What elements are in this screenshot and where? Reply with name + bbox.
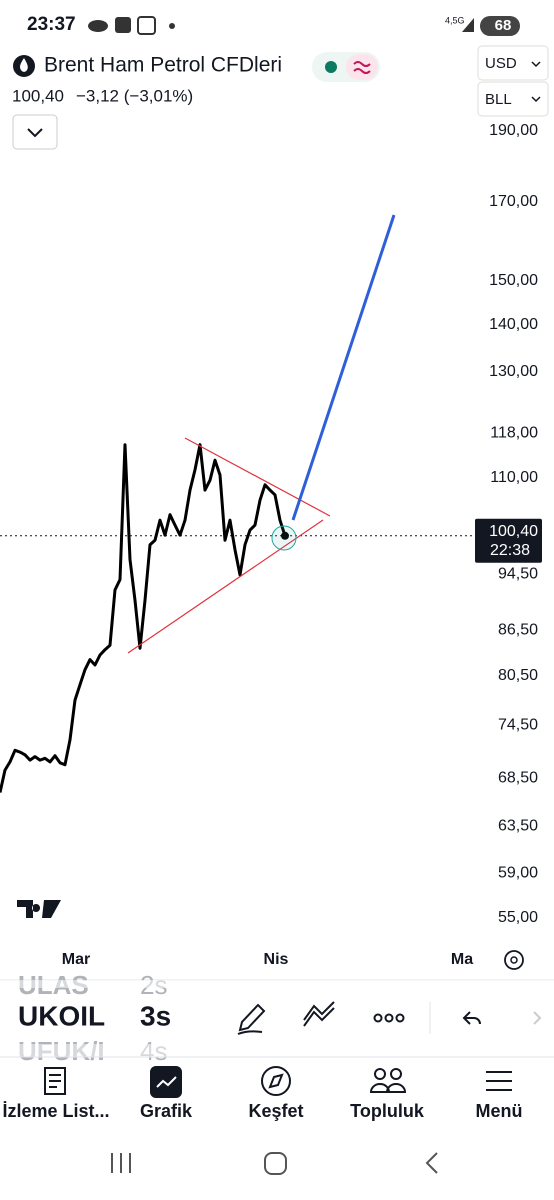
y-tick-label: 59,00 bbox=[498, 864, 538, 881]
y-tick-label: 68,50 bbox=[498, 770, 538, 787]
last-point bbox=[281, 531, 289, 540]
draw-tool[interactable] bbox=[237, 1003, 266, 1035]
fade-top bbox=[0, 980, 554, 988]
nav-chart[interactable]: Grafik bbox=[140, 1101, 193, 1121]
market-open-dot bbox=[325, 61, 337, 73]
chevron bbox=[531, 96, 541, 103]
home[interactable] bbox=[264, 1152, 287, 1175]
status-network: 4,5G bbox=[445, 15, 465, 25]
price-badge-label: 100,40 bbox=[489, 523, 538, 540]
currency-select[interactable] bbox=[477, 45, 549, 81]
delay-icon bbox=[353, 61, 371, 74]
price-badge bbox=[475, 518, 542, 563]
chevron bbox=[27, 128, 43, 138]
settings-icon[interactable] bbox=[504, 950, 524, 970]
delay-badge bbox=[346, 54, 378, 80]
x-tick-label: Nis bbox=[264, 951, 289, 968]
chart: 190,00 170,00 150,00 140,00 130,00 118,00 110,… bbox=[0, 122, 542, 968]
nav-community[interactable]: Topluluk bbox=[350, 1101, 425, 1121]
y-tick-label: 170,00 bbox=[489, 193, 538, 210]
x-tick-label: Mar bbox=[62, 951, 90, 968]
countdown: 22:38 bbox=[490, 542, 530, 559]
chevron bbox=[531, 61, 541, 68]
symbol-logo-drop bbox=[20, 58, 28, 72]
symbol-title[interactable]: Brent Ham Petrol CFDleri bbox=[44, 54, 282, 77]
y-tick-label: 94,50 bbox=[498, 565, 538, 582]
collapse-button[interactable] bbox=[12, 114, 58, 150]
triangle-pattern bbox=[127, 437, 331, 654]
unit: BLL bbox=[485, 91, 512, 108]
back[interactable] bbox=[425, 1152, 438, 1174]
more-button[interactable] bbox=[373, 1013, 405, 1023]
status-icons bbox=[88, 16, 474, 35]
y-tick-label: 80,50 bbox=[498, 667, 538, 684]
y-tick-label: 130,00 bbox=[489, 363, 538, 380]
y-tick-label: 86,50 bbox=[498, 622, 538, 639]
status-time: 23:37 bbox=[27, 14, 76, 35]
y-tick-label: 63,50 bbox=[498, 818, 538, 835]
fade-bottom bbox=[0, 1044, 554, 1057]
y-tick-label: 118,00 bbox=[490, 425, 538, 442]
tradingview-logo bbox=[17, 900, 61, 918]
price-line bbox=[0, 443, 287, 793]
last-point-marker bbox=[271, 525, 297, 551]
settings-icon-core bbox=[510, 956, 518, 964]
symbol-current[interactable]: UKOIL bbox=[18, 1000, 105, 1031]
x-tick-label: Ma bbox=[451, 951, 473, 968]
y-tick-label: 110,00 bbox=[490, 469, 538, 486]
toolbar bbox=[237, 1001, 542, 1035]
system-nav bbox=[111, 1152, 438, 1175]
recents[interactable] bbox=[111, 1153, 131, 1173]
drawings bbox=[127, 214, 396, 654]
unit-select[interactable] bbox=[477, 81, 549, 117]
y-tick-label: 55,00 bbox=[498, 909, 538, 926]
header-change: −3,12 (−3,01%) bbox=[76, 86, 193, 105]
battery-level: 68 bbox=[495, 17, 512, 34]
y-tick-label: 150,00 bbox=[489, 272, 538, 289]
patterns-tool[interactable] bbox=[303, 1001, 335, 1027]
y-tick-label: 190,00 bbox=[489, 122, 538, 139]
battery bbox=[480, 16, 520, 36]
header-price: 100,40 bbox=[12, 86, 64, 105]
redo[interactable] bbox=[533, 1011, 542, 1025]
y-tick-label: 140,00 bbox=[489, 316, 538, 333]
currency: USD bbox=[485, 55, 517, 72]
y-tick-label: 74,50 bbox=[498, 716, 538, 733]
projection-line bbox=[291, 214, 396, 521]
nav-watchlist[interactable]: İzleme List... bbox=[2, 1101, 109, 1121]
interval-current[interactable]: 3s bbox=[140, 1000, 171, 1031]
nav-explore[interactable]: Keşfet bbox=[248, 1101, 303, 1121]
nav-menu[interactable]: Menü bbox=[476, 1101, 523, 1121]
nav-icons bbox=[44, 1066, 512, 1098]
undo[interactable] bbox=[462, 1011, 481, 1025]
